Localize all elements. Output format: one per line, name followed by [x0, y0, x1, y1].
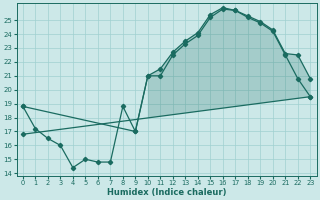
X-axis label: Humidex (Indice chaleur): Humidex (Indice chaleur): [107, 188, 226, 197]
